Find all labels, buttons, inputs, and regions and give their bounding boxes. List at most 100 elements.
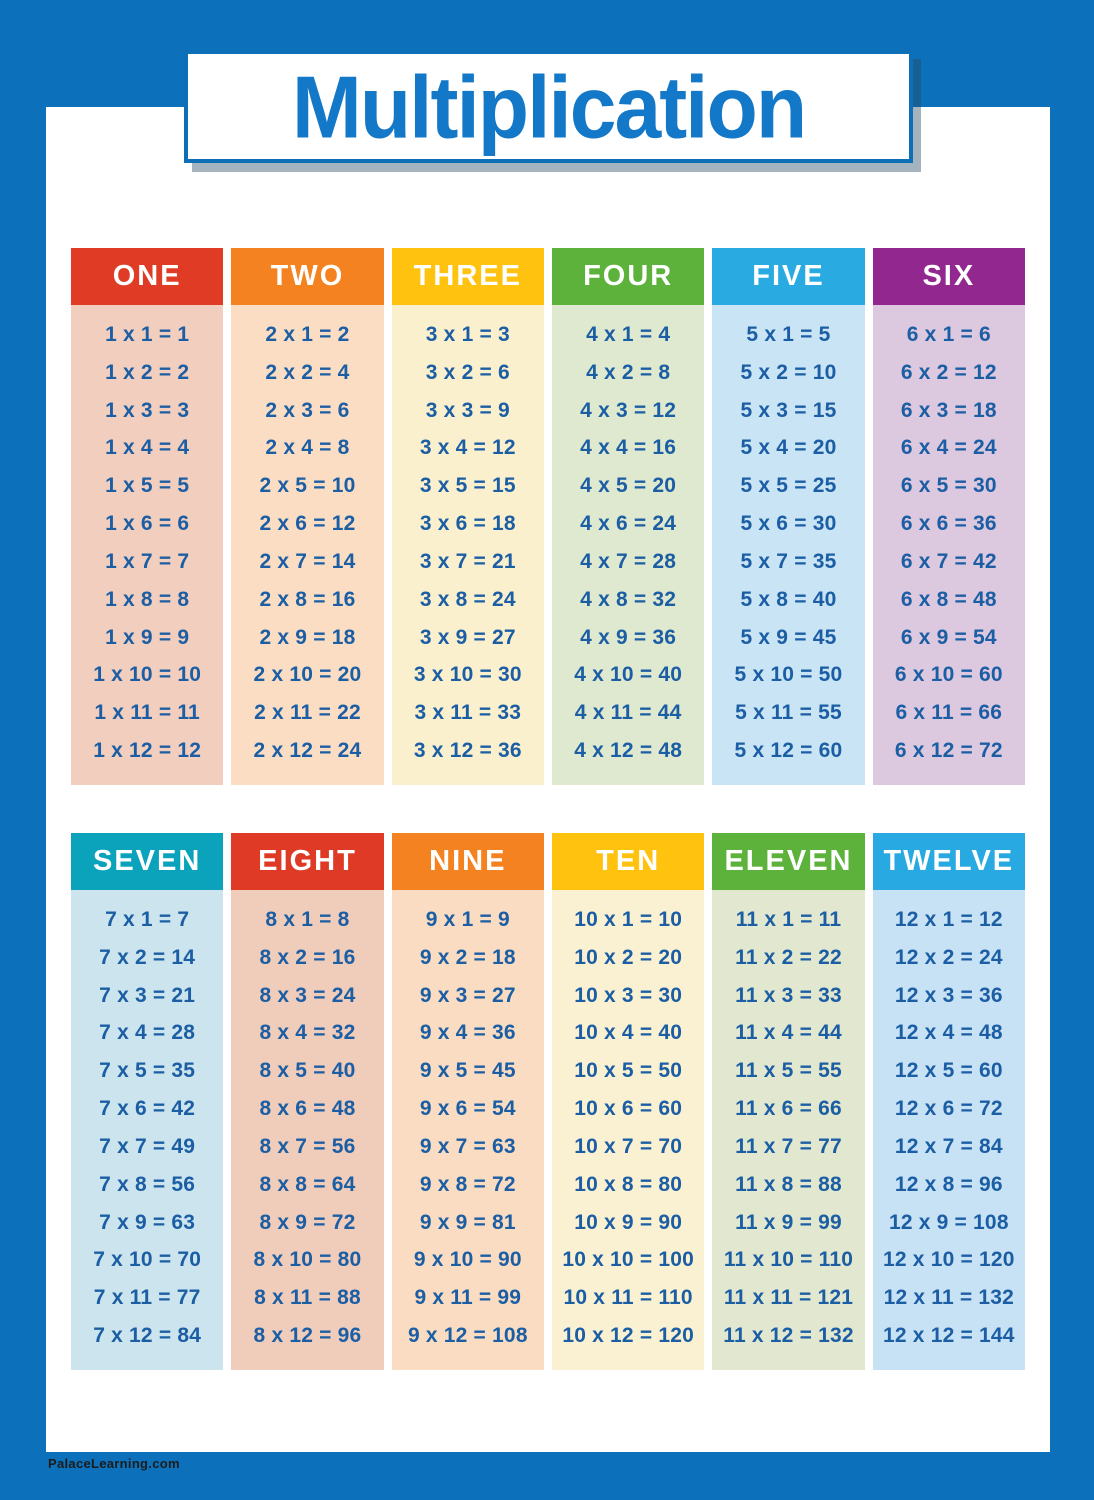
multiplication-fact: 5 x 12 = 60 [712, 739, 864, 763]
multiplication-fact: 7 x 12 = 84 [71, 1324, 223, 1348]
multiplication-fact: 1 x 3 = 3 [71, 399, 223, 423]
multiplication-fact: 12 x 5 = 60 [873, 1059, 1025, 1083]
table-body-nine: 9 x 1 = 99 x 2 = 189 x 3 = 279 x 4 = 369… [392, 890, 544, 1370]
multiplication-fact: 11 x 11 = 121 [712, 1286, 864, 1310]
multiplication-fact: 8 x 2 = 16 [231, 946, 383, 970]
multiplication-fact: 9 x 2 = 18 [392, 946, 544, 970]
multiplication-fact: 2 x 11 = 22 [231, 701, 383, 725]
multiplication-fact: 9 x 11 = 99 [392, 1286, 544, 1310]
table-body-one: 1 x 1 = 11 x 2 = 21 x 3 = 31 x 4 = 41 x … [71, 305, 223, 785]
multiplication-fact: 5 x 10 = 50 [712, 663, 864, 687]
poster-title: Multiplication [292, 62, 805, 150]
multiplication-fact: 2 x 5 = 10 [231, 474, 383, 498]
multiplication-fact: 6 x 4 = 24 [873, 436, 1025, 460]
table-body-six: 6 x 1 = 6 6 x 2 = 12 6 x 3 = 18 6 x 4 = 24 6… [873, 305, 1025, 785]
times-table-five: FIVE5 x 1 = 55 x 2 = 105 x 3 = 155 x 4 =… [712, 248, 864, 785]
table-body-seven: 7 x 1 = 77 x 2 = 147 x 3 = 217 x 4 = 287… [71, 890, 223, 1370]
table-header-ten: TEN [552, 833, 704, 890]
multiplication-fact: 1 x 4 = 4 [71, 436, 223, 460]
multiplication-fact: 12 x 10 = 120 [873, 1248, 1025, 1272]
footer-website-text: PalaceLearning.com [48, 1456, 180, 1471]
table-header-three: THREE [392, 248, 544, 305]
multiplication-fact: 7 x 8 = 56 [71, 1173, 223, 1197]
multiplication-fact: 12 x 1 = 12 [873, 908, 1025, 932]
table-body-ten: 10 x 1 = 1010 x 2 = 2010 x 3 = 3010 x 4 … [552, 890, 704, 1370]
multiplication-fact: 8 x 5 = 40 [231, 1059, 383, 1083]
multiplication-fact: 11 x 10 = 110 [712, 1248, 864, 1272]
multiplication-fact: 5 x 4 = 20 [712, 436, 864, 460]
multiplication-fact: 2 x 6 = 12 [231, 512, 383, 536]
multiplication-fact: 10 x 3 = 30 [552, 984, 704, 1008]
multiplication-fact: 5 x 7 = 35 [712, 550, 864, 574]
multiplication-fact: 12 x 9 = 108 [873, 1211, 1025, 1235]
multiplication-fact: 7 x 7 = 49 [71, 1135, 223, 1159]
multiplication-fact: 8 x 12 = 96 [231, 1324, 383, 1348]
title-box: Multiplication [184, 50, 913, 163]
multiplication-fact: 9 x 8 = 72 [392, 1173, 544, 1197]
table-body-eight: 8 x 1 = 88 x 2 = 168 x 3 = 248 x 4 = 328… [231, 890, 383, 1370]
multiplication-fact: 9 x 4 = 36 [392, 1021, 544, 1045]
multiplication-fact: 4 x 12 = 48 [552, 739, 704, 763]
multiplication-fact: 6 x 6 = 36 [873, 512, 1025, 536]
multiplication-fact: 8 x 11 = 88 [231, 1286, 383, 1310]
multiplication-fact: 3 x 9 = 27 [392, 626, 544, 650]
table-header-eight: EIGHT [231, 833, 383, 890]
multiplication-fact: 2 x 3 = 6 [231, 399, 383, 423]
multiplication-fact: 3 x 3 = 9 [392, 399, 544, 423]
multiplication-fact: 1 x 8 = 8 [71, 588, 223, 612]
multiplication-fact: 3 x 5 = 15 [392, 474, 544, 498]
multiplication-fact: 3 x 6 = 18 [392, 512, 544, 536]
multiplication-fact: 11 x 4 = 44 [712, 1021, 864, 1045]
multiplication-fact: 1 x 2 = 2 [71, 361, 223, 385]
multiplication-fact: 1 x 11 = 11 [71, 701, 223, 725]
multiplication-fact: 8 x 7 = 56 [231, 1135, 383, 1159]
times-table-one: ONE1 x 1 = 11 x 2 = 21 x 3 = 31 x 4 = 41… [71, 248, 223, 785]
multiplication-fact: 2 x 7 = 14 [231, 550, 383, 574]
multiplication-fact: 6 x 5 = 30 [873, 474, 1025, 498]
multiplication-fact: 5 x 3 = 15 [712, 399, 864, 423]
multiplication-fact: 11 x 3 = 33 [712, 984, 864, 1008]
multiplication-fact: 6 x 2 = 12 [873, 361, 1025, 385]
multiplication-fact: 4 x 3 = 12 [552, 399, 704, 423]
multiplication-fact: 9 x 10 = 90 [392, 1248, 544, 1272]
times-table-six: SIX 6 x 1 = 6 6 x 2 = 12 6 x 3 = 18 6 x 4 = … [873, 248, 1025, 785]
table-header-eleven: ELEVEN [712, 833, 864, 890]
multiplication-fact: 10 x 8 = 80 [552, 1173, 704, 1197]
multiplication-fact: 2 x 8 = 16 [231, 588, 383, 612]
multiplication-fact: 6 x 3 = 18 [873, 399, 1025, 423]
table-header-four: FOUR [552, 248, 704, 305]
multiplication-fact: 12 x 11 = 132 [873, 1286, 1025, 1310]
tables-grid-top: ONE1 x 1 = 11 x 2 = 21 x 3 = 31 x 4 = 41… [71, 248, 1025, 785]
table-header-six: SIX [873, 248, 1025, 305]
multiplication-fact: 6 x 11 = 66 [873, 701, 1025, 725]
multiplication-fact: 10 x 12 = 120 [552, 1324, 704, 1348]
multiplication-fact: 12 x 2 = 24 [873, 946, 1025, 970]
times-table-eleven: ELEVEN11 x 1 = 1111 x 2 = 2211 x 3 = 331… [712, 833, 864, 1370]
times-table-seven: SEVEN7 x 1 = 77 x 2 = 147 x 3 = 217 x 4 … [71, 833, 223, 1370]
multiplication-fact: 6 x 10 = 60 [873, 663, 1025, 687]
multiplication-fact: 3 x 10 = 30 [392, 663, 544, 687]
multiplication-fact: 4 x 6 = 24 [552, 512, 704, 536]
multiplication-fact: 3 x 4 = 12 [392, 436, 544, 460]
multiplication-fact: 10 x 7 = 70 [552, 1135, 704, 1159]
multiplication-fact: 6 x 1 = 6 [873, 323, 1025, 347]
multiplication-fact: 10 x 2 = 20 [552, 946, 704, 970]
table-body-two: 2 x 1 = 22 x 2 = 42 x 3 = 62 x 4 = 82 x … [231, 305, 383, 785]
multiplication-fact: 11 x 9 = 99 [712, 1211, 864, 1235]
multiplication-fact: 7 x 2 = 14 [71, 946, 223, 970]
table-body-eleven: 11 x 1 = 1111 x 2 = 2211 x 3 = 3311 x 4 … [712, 890, 864, 1370]
multiplication-fact: 8 x 1 = 8 [231, 908, 383, 932]
multiplication-fact: 3 x 12 = 36 [392, 739, 544, 763]
multiplication-fact: 5 x 9 = 45 [712, 626, 864, 650]
multiplication-fact: 12 x 4 = 48 [873, 1021, 1025, 1045]
multiplication-fact: 7 x 3 = 21 [71, 984, 223, 1008]
multiplication-fact: 7 x 6 = 42 [71, 1097, 223, 1121]
multiplication-fact: 8 x 9 = 72 [231, 1211, 383, 1235]
multiplication-fact: 4 x 1 = 4 [552, 323, 704, 347]
multiplication-fact: 1 x 10 = 10 [71, 663, 223, 687]
multiplication-fact: 4 x 10 = 40 [552, 663, 704, 687]
multiplication-fact: 4 x 9 = 36 [552, 626, 704, 650]
multiplication-fact: 9 x 6 = 54 [392, 1097, 544, 1121]
multiplication-fact: 9 x 7 = 63 [392, 1135, 544, 1159]
multiplication-fact: 6 x 9 = 54 [873, 626, 1025, 650]
